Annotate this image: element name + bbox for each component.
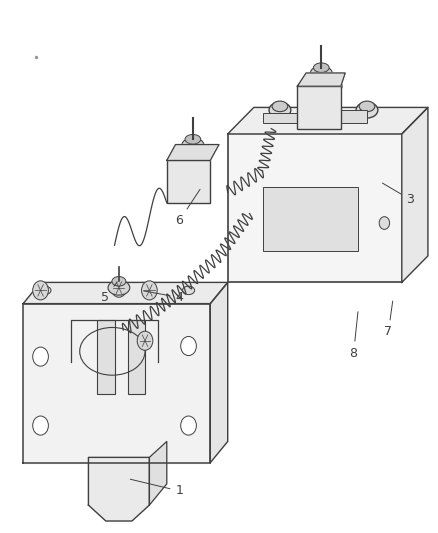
Ellipse shape [314,63,329,72]
FancyBboxPatch shape [262,113,297,123]
Ellipse shape [185,134,201,144]
Ellipse shape [141,281,157,300]
Ellipse shape [181,416,196,435]
FancyBboxPatch shape [306,110,367,123]
Polygon shape [297,73,345,86]
Polygon shape [228,108,428,134]
Ellipse shape [108,280,130,295]
FancyBboxPatch shape [97,319,115,394]
Polygon shape [23,282,228,304]
Ellipse shape [113,286,125,295]
Text: 1: 1 [130,479,184,497]
Ellipse shape [269,102,291,118]
Ellipse shape [181,336,196,356]
Text: 8: 8 [350,312,358,360]
Polygon shape [167,144,219,160]
Ellipse shape [359,101,375,112]
Ellipse shape [33,281,48,300]
FancyBboxPatch shape [127,319,145,394]
Ellipse shape [356,102,378,118]
Ellipse shape [272,101,288,112]
Text: 4: 4 [143,291,184,304]
Ellipse shape [311,66,332,80]
Ellipse shape [39,286,51,295]
Ellipse shape [182,138,204,151]
Polygon shape [23,304,210,463]
FancyBboxPatch shape [228,134,402,282]
Ellipse shape [183,286,194,295]
FancyBboxPatch shape [262,187,358,251]
Ellipse shape [33,347,48,366]
Text: 5: 5 [102,282,117,304]
Polygon shape [88,457,149,521]
FancyBboxPatch shape [297,86,341,128]
Ellipse shape [137,331,153,350]
Polygon shape [149,441,167,505]
Text: 7: 7 [385,301,393,338]
Ellipse shape [112,277,126,286]
Text: 3: 3 [382,183,414,206]
Ellipse shape [379,216,390,229]
Polygon shape [402,108,428,282]
Ellipse shape [33,416,48,435]
Polygon shape [210,282,228,463]
Ellipse shape [111,278,127,297]
Ellipse shape [326,80,342,93]
FancyBboxPatch shape [167,160,210,203]
Text: 6: 6 [176,189,200,227]
